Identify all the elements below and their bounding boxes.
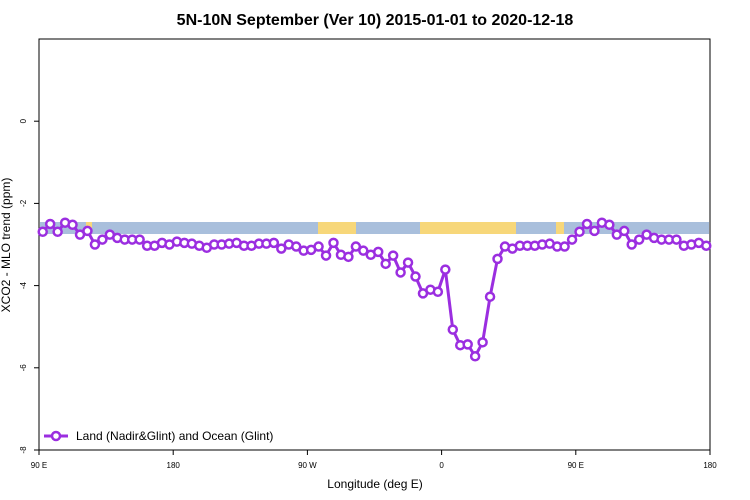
y-tick-label: -2: [19, 199, 28, 207]
data-point: [358, 245, 369, 256]
data-point: [701, 240, 712, 251]
data-point: [89, 239, 101, 250]
legend-marker: [50, 430, 62, 442]
data-point: [44, 218, 56, 230]
data-point: [604, 219, 615, 231]
data-point: [581, 218, 593, 230]
data-point: [395, 267, 406, 278]
x-tick-label: 180: [167, 461, 181, 470]
data-point: [619, 225, 630, 237]
data-point: [372, 246, 384, 258]
data-point: [97, 234, 108, 245]
data-point: [484, 291, 496, 302]
data-point: [462, 339, 473, 350]
data-point: [469, 351, 481, 362]
land-band: [420, 222, 516, 234]
data-point: [566, 234, 578, 245]
data-point: [440, 264, 451, 275]
data-point: [574, 226, 585, 238]
y-tick-label: -6: [19, 364, 28, 372]
data-point: [82, 225, 93, 237]
ocean-band: [40, 222, 709, 234]
x-tick-label: 90 W: [298, 461, 317, 470]
data-point: [350, 241, 362, 252]
land-band: [318, 222, 356, 234]
data-point: [432, 286, 444, 298]
data-point: [410, 271, 421, 282]
data-point: [343, 251, 354, 263]
data-point: [626, 239, 637, 250]
data-point: [37, 226, 48, 238]
data-point: [402, 257, 414, 268]
data-point: [447, 324, 459, 335]
data-point: [320, 250, 332, 261]
x-tick-label: 90 E: [568, 461, 584, 470]
data-point: [492, 253, 503, 265]
data-point: [380, 258, 391, 270]
x-tick-label: 0: [439, 461, 444, 470]
data-point: [67, 219, 78, 231]
y-tick-label: 0: [19, 118, 28, 123]
surface-band: [40, 222, 709, 234]
data-point: [313, 241, 324, 252]
data-point: [134, 234, 145, 245]
chart-title: 5N-10N September (Ver 10) 2015-01-01 to …: [177, 12, 574, 29]
data-point: [387, 250, 399, 261]
data-point: [633, 234, 645, 245]
data-point: [268, 237, 280, 249]
x-tick-label: 180: [703, 461, 717, 470]
legend-label: Land (Nadir&Glint) and Ocean (Glint): [76, 429, 273, 443]
data-point: [671, 234, 682, 245]
y-tick-label: -4: [19, 281, 28, 289]
data-point: [559, 241, 570, 252]
data-point: [52, 226, 63, 238]
land-band: [556, 222, 564, 234]
x-axis-label: Longitude (deg E): [327, 477, 422, 491]
data-point: [477, 337, 488, 348]
y-axis-label: XCO2 - MLO trend (ppm): [0, 178, 13, 313]
data-point: [328, 237, 339, 249]
x-tick-label: 90 E: [31, 461, 47, 470]
data-point: [276, 243, 287, 254]
data-point: [290, 241, 302, 252]
y-tick-label: -8: [19, 446, 28, 454]
data-point: [589, 225, 600, 237]
